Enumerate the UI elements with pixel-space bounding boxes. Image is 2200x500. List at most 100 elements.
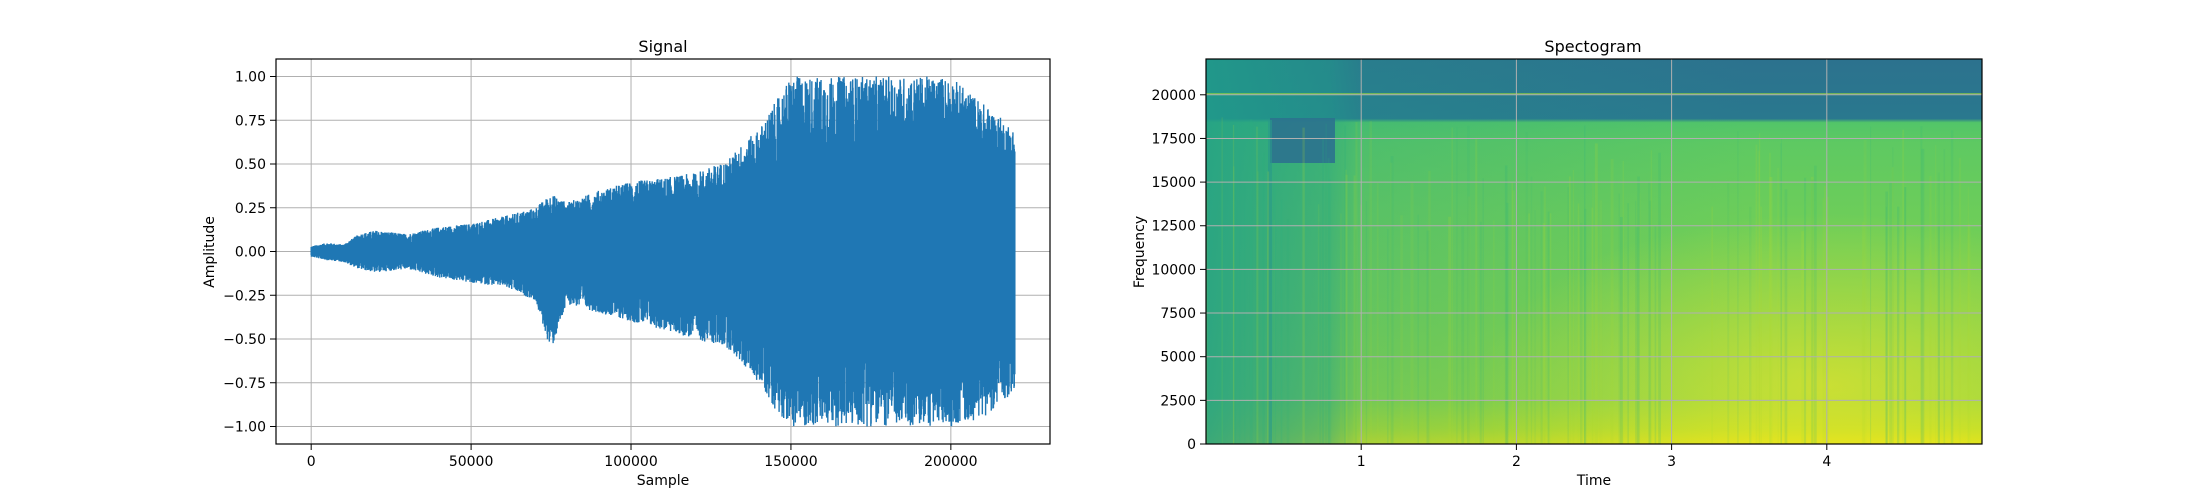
spectrogram-texture-streak [1322, 137, 1324, 444]
spectrogram-texture-streak [1266, 226, 1269, 444]
spectrogram-texture-streak [1892, 147, 1894, 444]
spectrogram-texture-streak [1451, 127, 1453, 444]
signal-x-tick-label: 0 [307, 454, 316, 470]
spectrogram-texture-streak [1780, 143, 1782, 444]
spectrogram-texture-streak [1238, 148, 1241, 444]
spectrogram-x-label: Time [1576, 473, 1611, 489]
spectrogram-texture-streak [1826, 196, 1829, 444]
spectrogram-texture-streak [1937, 225, 1940, 444]
spectrogram-texture-streak [1220, 174, 1223, 444]
spectrogram-texture-streak [1569, 176, 1571, 444]
spectrogram-texture-streak [1426, 230, 1430, 444]
spectrogram-texture-streak [1622, 160, 1624, 444]
spectrogram-texture-streak [1232, 124, 1235, 445]
spectrogram-texture-streak [1967, 187, 1969, 444]
spectrogram-texture-streak [1580, 222, 1583, 444]
spectrogram-texture-streak [1810, 176, 1814, 445]
spectrogram-texture-streak [1599, 200, 1603, 444]
spectrogram-texture-streak [1504, 165, 1508, 444]
spectrogram-texture-streak [1594, 143, 1598, 444]
spectrogram-texture-streak [1627, 203, 1629, 444]
spectrogram-texture-streak [1387, 229, 1389, 444]
signal-x-ticks: 0 50000 100000 150000 200000 [307, 444, 978, 470]
spectrogram-texture-streak [1286, 219, 1290, 444]
spectrogram-texture-streak [1244, 183, 1246, 444]
spectrogram-y-label: Frequency [1132, 216, 1148, 288]
spectrogram-texture-streak [1904, 187, 1907, 444]
spectrogram-texture-streak [1345, 174, 1348, 444]
spectrogram-texture-streak [1249, 119, 1253, 445]
spectrogram-texture-streak [1390, 156, 1394, 444]
spectrogram-texture-streak [1784, 189, 1788, 444]
spectrogram-texture-streak [1863, 140, 1867, 444]
spectrogram-texture-streak [1390, 162, 1393, 444]
spectrogram-texture-streak [1618, 193, 1620, 444]
spectrogram-texture-streak [1273, 220, 1275, 444]
signal-y-tick-label: −1.00 [223, 420, 266, 436]
spectrogram-texture-streak [1328, 179, 1332, 444]
spectrogram-texture-streak [1428, 170, 1431, 444]
spectrogram-axes-frame [1205, 58, 1983, 445]
spectrogram-texture-streak [1902, 129, 1905, 444]
spectrogram-texture-streak [1897, 206, 1900, 444]
spectrogram-texture-streak [1572, 170, 1575, 444]
signal-y-tick-label: 0.00 [235, 245, 266, 261]
signal-x-tick-label: 200000 [924, 454, 977, 470]
spectrogram-texture-streak [1584, 208, 1587, 444]
spectrogram-texture-streak [1781, 139, 1782, 444]
spectrogram-texture-streak [1822, 198, 1824, 444]
spectrogram-texture-streak [1610, 159, 1614, 444]
spectrogram-texture-streak [1870, 126, 1872, 444]
spectrogram-texture-streak [1206, 188, 1208, 444]
spectrogram-texture-streak [1530, 176, 1533, 444]
spectrogram-panel: Spectogram [1132, 37, 1983, 489]
spectrogram-image [1206, 59, 1982, 445]
spectrogram-texture-streak [1353, 175, 1356, 444]
spectrogram-x-ticks: 1 2 3 4 [1357, 444, 1831, 470]
spectrogram-texture-streak [1512, 190, 1515, 444]
spectrogram-texture-streak [1759, 133, 1761, 445]
signal-x-tick-label: 150000 [764, 454, 817, 470]
spectrogram-texture-streak [1540, 191, 1543, 444]
spectrogram-texture-streak [1528, 213, 1530, 444]
signal-y-tick-label: 1.00 [235, 70, 266, 86]
spectrogram-y-tick-label: 2500 [1160, 393, 1196, 409]
signal-series-line [310, 76, 1016, 427]
spectrogram-texture-streak [1267, 171, 1270, 444]
spectrogram-texture-streak [1635, 227, 1639, 444]
spectrogram-texture-streak [1456, 127, 1458, 444]
spectrogram-texture-streak [1757, 150, 1760, 444]
signal-waveform [310, 76, 1016, 427]
spectrogram-texture-streak [1482, 178, 1484, 444]
spectrogram-texture-streak [1584, 125, 1586, 444]
spectrogram-texture-streak [1861, 222, 1865, 444]
spectrogram-texture-streak [1620, 217, 1623, 444]
spectrogram-texture-streak [1448, 216, 1451, 444]
signal-title: Signal [638, 37, 687, 56]
spectrogram-texture-streak [1221, 117, 1223, 445]
spectrogram-texture-streak [1904, 187, 1906, 444]
spectrogram-texture-streak [1577, 203, 1580, 444]
spectrogram-y-tick-label: 15000 [1151, 175, 1196, 191]
spectrogram-texture-streak [1263, 152, 1265, 445]
spectrogram-texture-streak [1340, 213, 1342, 444]
spectrogram-texture-streak [1711, 206, 1713, 444]
spectrogram-texture-streak [1654, 225, 1657, 444]
spectrogram-y-tick-label: 10000 [1151, 262, 1196, 278]
signal-y-tick-label: −0.25 [223, 288, 266, 304]
spectrogram-texture-streak [1920, 126, 1923, 444]
spectrogram-texture-streak [1760, 206, 1762, 444]
spectrogram-texture-streak [1302, 127, 1305, 444]
spectrogram-y-tick-label: 20000 [1151, 88, 1196, 104]
spectrogram-texture-streak [1543, 186, 1546, 444]
spectrogram-x-tick-label: 1 [1357, 454, 1366, 470]
spectrogram-texture-streak [1769, 177, 1773, 444]
spectrogram-texture-streak [1355, 122, 1358, 444]
spectrogram-texture-streak [1461, 226, 1465, 444]
signal-y-tick-label: 0.50 [235, 157, 266, 173]
spectrogram-texture-streak [1935, 145, 1937, 444]
spectrogram-texture-streak [1365, 201, 1368, 444]
spectrogram-texture-streak [1777, 167, 1779, 444]
signal-x-label: Sample [637, 473, 690, 489]
spectrogram-texture-streak [1958, 157, 1961, 444]
